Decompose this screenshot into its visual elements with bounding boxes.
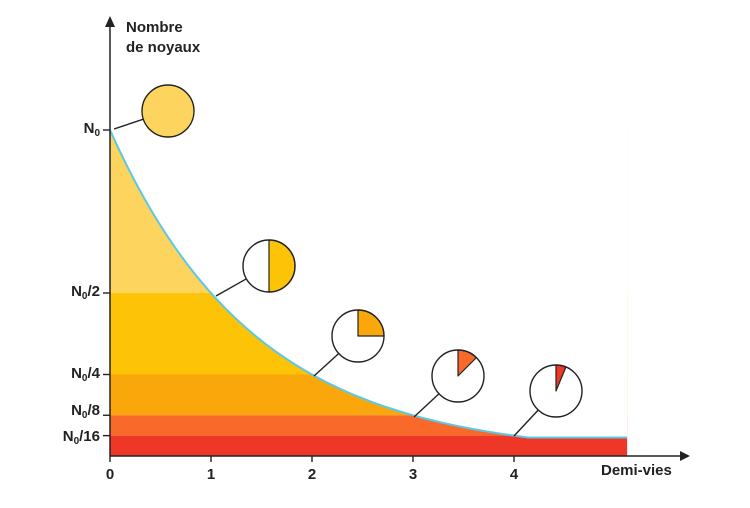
y-tick-base: N [71, 283, 82, 300]
pie-leader-0 [113, 118, 144, 130]
y-tick-label: N0/8 [0, 402, 100, 421]
y-tick-subscript: 0 [81, 372, 88, 384]
pie-marker-2 [331, 309, 385, 363]
pie-leader-1 [215, 278, 247, 297]
y-axis-title-line-2: de noyaux [126, 39, 201, 56]
area-mask [110, 113, 628, 438]
y-tick-subscript: 0 [73, 435, 80, 447]
area-band-4 [110, 435, 628, 456]
x-axis-arrow-icon [680, 451, 690, 461]
pie-marker-1 [242, 239, 296, 293]
pie-leader-4 [513, 409, 539, 437]
pie-leader-lines [113, 118, 539, 437]
y-tick-base: N [62, 427, 74, 445]
y-tick-label: N0/2 [0, 283, 100, 302]
pie-leader-2 [313, 352, 340, 377]
y-tick-suffix: /8 [87, 402, 100, 420]
y-tick-label: N0/16 [0, 428, 100, 447]
x-tick-label: 1 [206, 466, 216, 483]
decay-curve [109, 129, 628, 439]
axis-ticks [103, 129, 515, 462]
y-tick-subscript: 0 [81, 410, 88, 422]
y-tick-base: N [83, 120, 95, 137]
y-tick-suffix: /4 [87, 364, 100, 382]
y-tick-label: N0/4 [0, 365, 100, 384]
y-tick-base: N [71, 402, 82, 420]
y-tick-base: N [71, 364, 82, 382]
y-axis-title-line-1: Nombre [126, 19, 183, 36]
x-tick-label: 4 [509, 466, 519, 483]
y-tick-subscript: 0 [81, 291, 88, 302]
x-tick-label: 0 [105, 466, 115, 483]
y-tick-suffix: /2 [87, 283, 100, 300]
y-axis-arrow-icon [105, 16, 115, 27]
pie-marker-0 [141, 84, 195, 138]
y-tick-label: N0 [0, 120, 100, 139]
pie-marker-3 [431, 349, 485, 403]
axes [105, 16, 690, 461]
x-tick-label: 2 [307, 466, 317, 483]
pie-leader-3 [413, 393, 440, 418]
pie-markers [141, 84, 583, 418]
y-tick-suffix: /16 [79, 427, 100, 445]
x-axis-title: Demi-vies [601, 462, 672, 479]
pie-marker-4 [529, 364, 583, 418]
x-tick-label: 3 [408, 466, 418, 483]
y-tick-subscript: 0 [94, 128, 100, 139]
